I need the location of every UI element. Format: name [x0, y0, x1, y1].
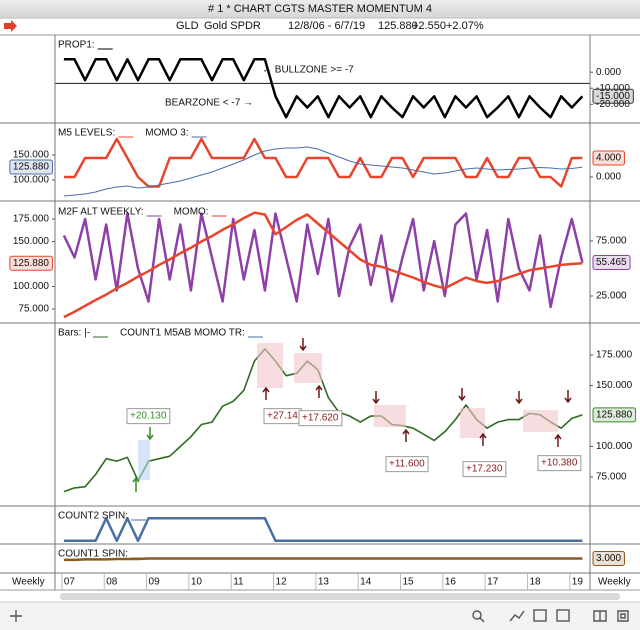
series-line	[63, 137, 583, 188]
gain-label: +17.230	[466, 464, 503, 475]
add-button[interactable]	[10, 610, 22, 622]
title-bar	[0, 0, 640, 18]
x-tick-label: 15	[402, 577, 414, 588]
x-tick-label: 12	[276, 577, 288, 588]
price-change: +2.550	[412, 20, 446, 32]
y2-tick-label: 175.000	[596, 350, 633, 361]
zone-label: ← BULLZONE >= -7	[262, 65, 354, 76]
scrollbar[interactable]	[60, 593, 620, 600]
y-tick-label: 150.000	[13, 150, 50, 161]
x-tick-label: 08	[106, 577, 118, 588]
series-line	[63, 58, 584, 119]
window-title: # 1 * CHART CGTS MASTER MOMENTUM 4	[208, 3, 432, 15]
settings-tool[interactable]	[617, 610, 629, 622]
value-marker	[592, 254, 631, 270]
periodicity: Weekly	[12, 577, 45, 588]
x-tick-label: 17	[487, 577, 499, 588]
zone-label: BEARZONE < -7 →	[165, 98, 253, 109]
toolbar	[0, 602, 640, 630]
y2-tick-label: -20.000	[596, 99, 630, 110]
series-line	[62, 212, 584, 309]
zoom-button[interactable]	[472, 610, 485, 623]
legend-label: Bars: |-	[58, 328, 90, 339]
line-tool[interactable]	[509, 610, 525, 622]
legend-label: M5 LEVELS:	[58, 128, 115, 139]
series-line	[63, 517, 583, 543]
y2-tick-label: 25.000	[596, 291, 627, 302]
value-marker-label: 55.465	[596, 257, 627, 268]
value-marker	[9, 159, 53, 175]
value-marker	[592, 150, 625, 166]
y-tick-label: 75.000	[18, 304, 49, 315]
gain-label: +11.600	[389, 459, 425, 470]
legend-label: MOMO:	[174, 207, 209, 218]
legend-label: M2F ALT WEEKLY:	[58, 207, 144, 218]
y2-tick-label: -10.000	[596, 83, 630, 94]
value-marker-label: 125.880	[13, 162, 50, 173]
value-marker-label: 125.880	[596, 410, 633, 421]
y-tick-label: 100.000	[13, 281, 50, 292]
signal-arrows	[132, 338, 572, 492]
y2-tick-label: 75.000	[596, 236, 627, 247]
value-marker-label: -15.000	[596, 91, 630, 102]
legend-label: COUNT1 SPIN:	[58, 549, 128, 560]
panel-tool[interactable]	[533, 609, 547, 622]
symbol-name: Gold SPDR	[204, 20, 261, 32]
menu-arrow[interactable]	[4, 20, 17, 32]
legend-label: MOMO 3:	[145, 128, 188, 139]
label-box	[126, 408, 171, 425]
gain-label: +17.620	[302, 413, 339, 424]
series-line	[63, 211, 583, 319]
y-tick-label: 150.000	[13, 236, 50, 247]
y2-tick-label: 75.000	[596, 472, 627, 483]
gain-label: +27.14	[267, 411, 298, 422]
series-line	[63, 557, 583, 562]
x-tick-label: 11	[233, 577, 244, 588]
y2-tick-label: 0.000	[596, 67, 621, 78]
book-tool[interactable]	[593, 610, 607, 622]
gain-label: +20.130	[130, 411, 167, 422]
value-marker	[592, 88, 634, 104]
y-tick-label: 100.000	[13, 175, 50, 186]
x-tick-label: 10	[191, 577, 203, 588]
header: GLD Gold SPDR 12/8/06 - 6/7/19 125.880 +…	[4, 20, 484, 32]
series-line	[63, 348, 583, 493]
y2-tick-label: 150.000	[596, 380, 633, 391]
legend-label: COUNT2 SPIN:	[58, 511, 128, 522]
value-marker-label: 125.880	[13, 258, 50, 269]
gain-label: +10.380	[541, 458, 578, 469]
value-marker-label: 4.000	[596, 153, 621, 164]
series-line	[63, 146, 583, 197]
y2-tick-label: 100.000	[596, 441, 633, 452]
legend-label: PROP1:	[58, 40, 95, 51]
label-box	[462, 461, 507, 478]
value-marker	[592, 407, 637, 423]
y2-tick-label: 0.000	[596, 172, 621, 183]
x-tick-label: 14	[360, 577, 372, 588]
x-tick-label: 19	[572, 577, 584, 588]
label-box	[298, 410, 343, 427]
x-tick-label: 13	[318, 577, 330, 588]
y-tick-label: 175.000	[13, 214, 50, 225]
last-price: 125.880	[378, 20, 418, 32]
legend-label: COUNT1 M5AB MOMO TR:	[120, 328, 245, 339]
percent-change: +2.07%	[446, 20, 484, 32]
periodicity: Weekly	[598, 577, 631, 588]
value-marker	[592, 551, 625, 566]
x-tick-label: 09	[149, 577, 161, 588]
symbol: GLD	[176, 20, 199, 32]
label-box	[385, 456, 429, 473]
value-marker-label: 3.000	[596, 553, 621, 564]
date-range: 12/8/06 - 6/7/19	[288, 20, 365, 32]
x-tick-label: 07	[64, 577, 76, 588]
x-tick-label: 16	[445, 577, 457, 588]
layout-tool[interactable]	[556, 609, 570, 622]
value-marker	[9, 255, 53, 271]
zones	[138, 343, 558, 480]
x-tick-label: 18	[529, 577, 541, 588]
label-box	[537, 455, 582, 472]
